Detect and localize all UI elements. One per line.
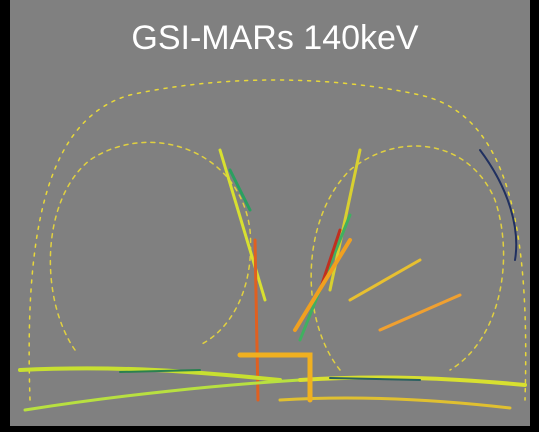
- page: {"title": "GSI-MARs 140keV"} GSI-MARs 14…: [0, 0, 539, 432]
- background: [10, 0, 530, 426]
- image-panel: GSI-MARs 140keV: [0, 0, 539, 432]
- image-title: GSI-MARs 140keV: [131, 19, 419, 57]
